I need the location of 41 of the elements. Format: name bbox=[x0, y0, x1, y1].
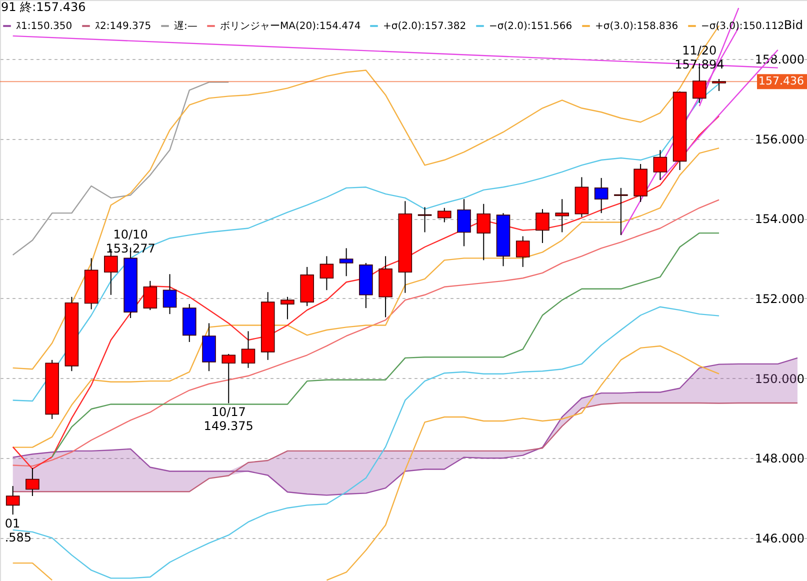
candlestick bbox=[516, 236, 530, 268]
chart-title: 91 終:157.436 bbox=[1, 0, 86, 14]
y-tick-label: 146.000 bbox=[754, 531, 804, 546]
legend-label: +σ(3.0):158.836 bbox=[595, 21, 678, 32]
candlestick bbox=[222, 353, 236, 404]
y-tick-label: 150.000 bbox=[754, 372, 804, 386]
candlestick bbox=[143, 280, 158, 311]
ref-line-label: 157.436 bbox=[758, 74, 804, 88]
annotation: 01 .585 bbox=[4, 516, 32, 545]
candlestick bbox=[418, 206, 432, 233]
legend-label: −σ(2.0):151.566 bbox=[489, 21, 572, 32]
candlestick bbox=[594, 177, 608, 214]
candlestick bbox=[614, 187, 628, 236]
candlestick bbox=[280, 296, 294, 320]
candlestick bbox=[339, 248, 354, 277]
legend-label: ｽ1:150.350 bbox=[16, 21, 72, 32]
candlestick bbox=[476, 203, 491, 261]
legend-label: 遅:— bbox=[174, 20, 198, 32]
candlestick bbox=[26, 468, 40, 497]
y-tick-label: 154.000 bbox=[754, 212, 804, 226]
candlestick bbox=[6, 486, 20, 516]
candlestick bbox=[438, 207, 452, 223]
legend-label: ｽ2:149.375 bbox=[95, 21, 152, 32]
candlestick bbox=[555, 198, 569, 233]
annotation: 10/17 149.375 bbox=[204, 405, 254, 434]
line-series bbox=[12, 82, 230, 256]
candlestick bbox=[712, 78, 726, 92]
candlestick bbox=[536, 208, 550, 244]
candlestick bbox=[457, 198, 471, 247]
candlestick bbox=[320, 256, 334, 291]
y-tick-label: 148.000 bbox=[754, 452, 804, 466]
candlestick bbox=[162, 274, 177, 315]
line-series bbox=[326, 345, 720, 581]
annotation: Bid bbox=[784, 18, 803, 32]
candlestick bbox=[241, 330, 256, 368]
legend-label: +σ(2.0):157.382 bbox=[383, 21, 466, 32]
y-tick-label: 156.000 bbox=[754, 132, 804, 146]
legend-label: ボリンジャーMA(20):154.474 bbox=[220, 21, 361, 32]
candlestick bbox=[653, 150, 668, 180]
y-tick-label: 152.000 bbox=[754, 292, 804, 306]
line-series bbox=[12, 199, 720, 467]
